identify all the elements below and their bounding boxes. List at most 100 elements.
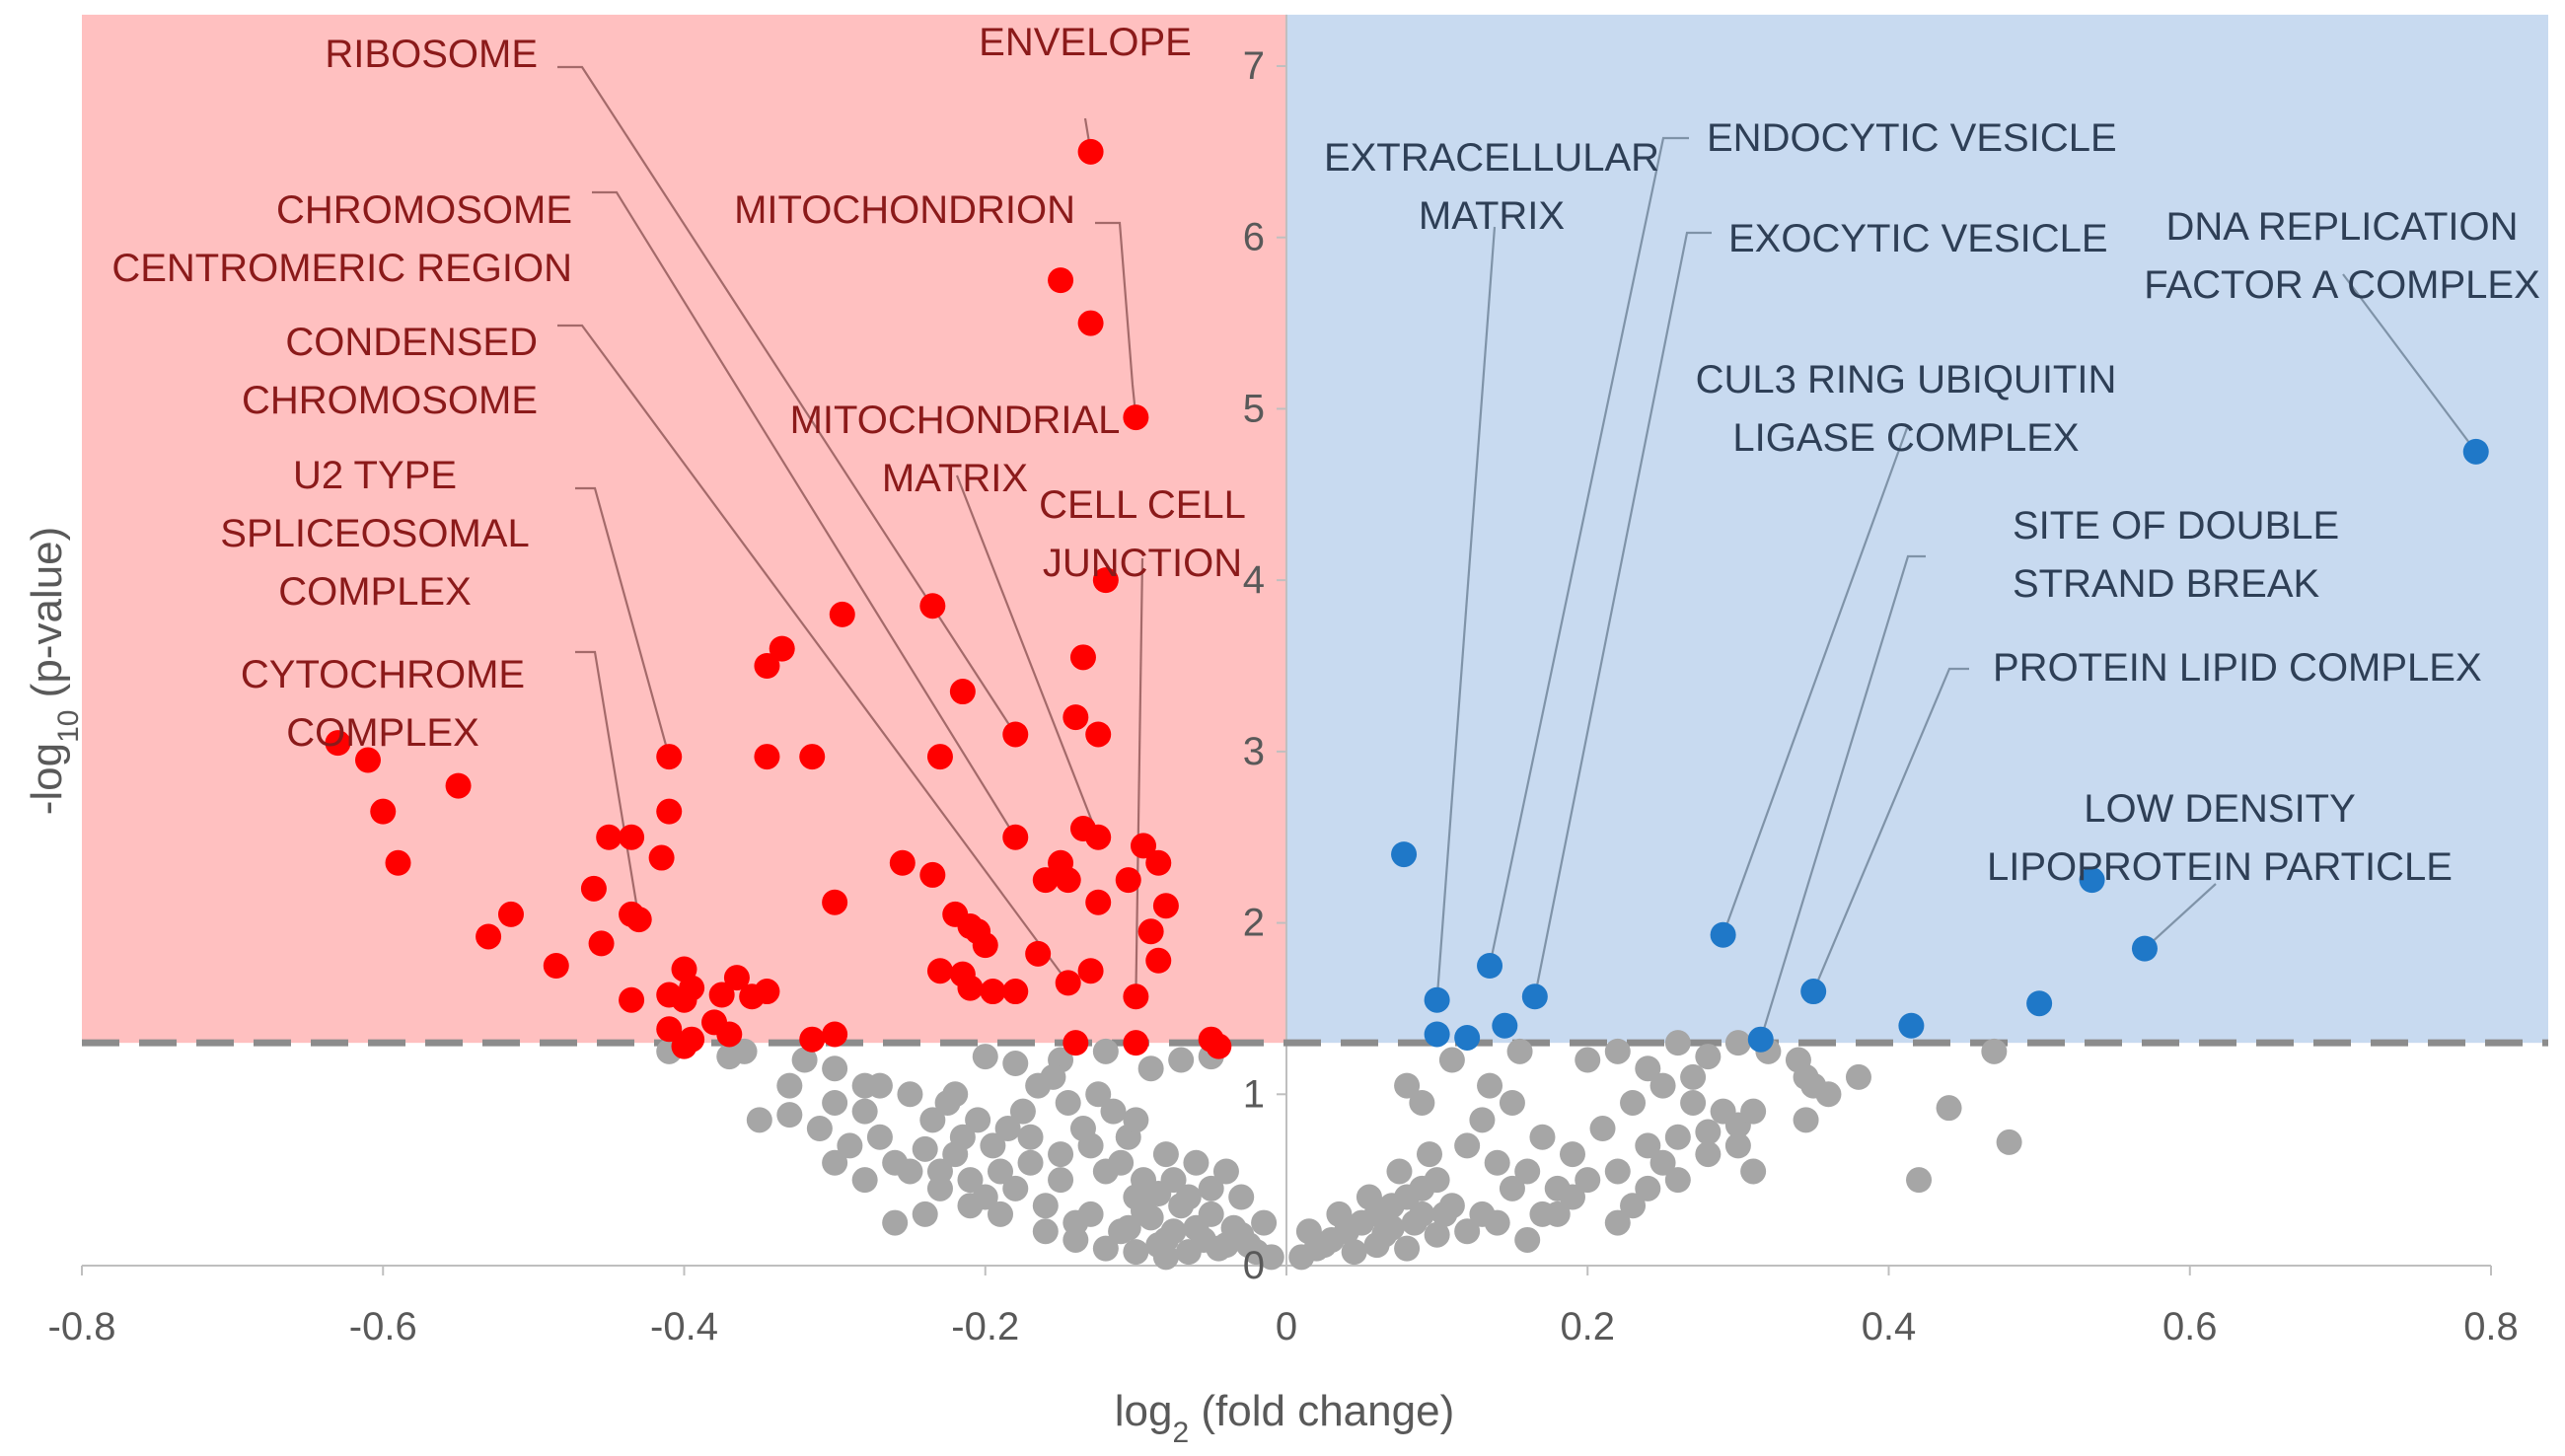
tick-labels: -0.8 -0.6 -0.4 -0.2 0 0.2 0.4 0.6 0.8 0 1 2 3 4 5 6 7 [48, 44, 2519, 1348]
down-point [1092, 567, 1119, 594]
ns-point [776, 1072, 803, 1099]
up-point [2131, 935, 2158, 962]
ns-point [1680, 1089, 1707, 1116]
ns-point [1604, 1038, 1631, 1064]
annotation-leader [575, 486, 671, 758]
ns-point [942, 1081, 969, 1108]
ns-point [1108, 1149, 1135, 1176]
down-point [596, 824, 623, 850]
y-axis-title-base: -log [23, 743, 71, 815]
annotation-label-line: FACTOR A COMPLEX [2144, 263, 2540, 307]
down-point [799, 1026, 826, 1053]
ns-point [1356, 1184, 1382, 1210]
ns-point [1544, 1201, 1571, 1227]
ns-point [791, 1047, 818, 1073]
ns-point [1198, 1201, 1224, 1227]
annotation-label: LOW DENSITY LIPOPROTEIN PARTICLE [1987, 787, 2453, 889]
ns-point [1032, 1218, 1059, 1245]
down-point [497, 901, 524, 927]
ns-point [1048, 1141, 1074, 1168]
ns-point [1137, 1056, 1164, 1082]
up-point [1424, 1021, 1450, 1048]
x-tick-label: -0.8 [48, 1305, 116, 1348]
down-point [1145, 947, 1172, 974]
annotation-label: CUL3 RING UBIQUITIN LIGASE COMPLEX [1696, 358, 2117, 460]
ns-point [1604, 1209, 1631, 1236]
ns-point [776, 1102, 803, 1128]
ns-point [1092, 1235, 1119, 1262]
down-point [1077, 310, 1104, 336]
ns-point [1145, 1181, 1172, 1207]
ns-point [1409, 1089, 1435, 1116]
annotation-label: RIBOSOME [325, 33, 538, 76]
ns-point [1017, 1124, 1044, 1150]
down-point [385, 849, 411, 876]
annotation-label-line: MITOCHONDRION [734, 188, 1075, 232]
axis-titles: log2 (fold change)-log10 (p-value) [23, 527, 1454, 1449]
down-point [926, 958, 953, 984]
annotation-leader [557, 65, 1017, 736]
ns-point [1326, 1201, 1353, 1227]
up-point [1710, 921, 1736, 948]
up-point [1521, 983, 1548, 1010]
ns-point [1175, 1239, 1202, 1266]
down-point [829, 601, 855, 627]
ns-point [912, 1201, 938, 1227]
down-point [980, 979, 1006, 1005]
annotation-label: CYTOCHROME COMPLEX [241, 653, 525, 755]
down-point [949, 679, 976, 705]
down-point [919, 593, 946, 619]
ns-point [926, 1175, 953, 1201]
ns-point [1575, 1167, 1601, 1194]
up-point [1800, 979, 1827, 1005]
annotation-label-line: JUNCTION [1043, 542, 1242, 585]
y-tick-label: 5 [1243, 387, 1265, 430]
ns-point [822, 1089, 848, 1116]
ns-point [1212, 1158, 1239, 1185]
axes [81, 14, 2492, 1275]
down-point [1069, 644, 1096, 671]
ns-point [1258, 1244, 1284, 1271]
y-tick-label: 7 [1243, 44, 1265, 88]
ns-point [1394, 1072, 1421, 1099]
down-point [1063, 704, 1089, 731]
ns-point [1936, 1095, 1962, 1122]
ns-point [919, 1107, 946, 1133]
significance-regions [82, 14, 2548, 1044]
y-axis-title: -log10 (p-value) [23, 527, 85, 816]
down-point [1123, 983, 1149, 1010]
annotation-label-line: CHROMOSOME [242, 379, 538, 422]
annotation-label-line: STRAND BREAK [2013, 562, 2319, 606]
annotation-label: PROTEIN LIPID COMPLEX [1993, 646, 2482, 690]
down-point [588, 930, 615, 957]
down-point [957, 975, 984, 1001]
ns-point [1077, 1132, 1104, 1159]
annotation-leader [1488, 136, 1689, 967]
down-point [972, 932, 998, 959]
annotation-label-line: LIGASE COMPLEX [1732, 416, 2079, 460]
ns-point [1635, 1175, 1661, 1201]
annotation-leader [1533, 231, 1712, 997]
ns-point [1575, 1047, 1601, 1073]
ns-point [1115, 1214, 1141, 1241]
y-tick-label: 6 [1243, 216, 1265, 259]
ns-point [957, 1167, 984, 1194]
down-point [671, 1033, 697, 1059]
down-point [1048, 267, 1074, 294]
down-point [1131, 833, 1157, 859]
down-point [656, 1016, 683, 1043]
y-tick-label: 4 [1243, 558, 1265, 602]
ns-point [1499, 1089, 1525, 1116]
ns-point [1168, 1047, 1195, 1073]
annotation-leader [1722, 427, 1909, 936]
down-point [1145, 849, 1172, 876]
ns-point [1017, 1149, 1044, 1176]
annotation-label-line: EXOCYTIC VESICLE [1728, 217, 2108, 260]
annotation-label-line: MATRIX [1419, 194, 1565, 238]
down-point [1025, 940, 1052, 967]
annotation-label: SITE OF DOUBLE STRAND BREAK [2013, 504, 2339, 606]
ns-point [1092, 1038, 1119, 1064]
ns-point [1514, 1158, 1541, 1185]
annotation-label-line: DNA REPLICATION [2165, 205, 2518, 249]
